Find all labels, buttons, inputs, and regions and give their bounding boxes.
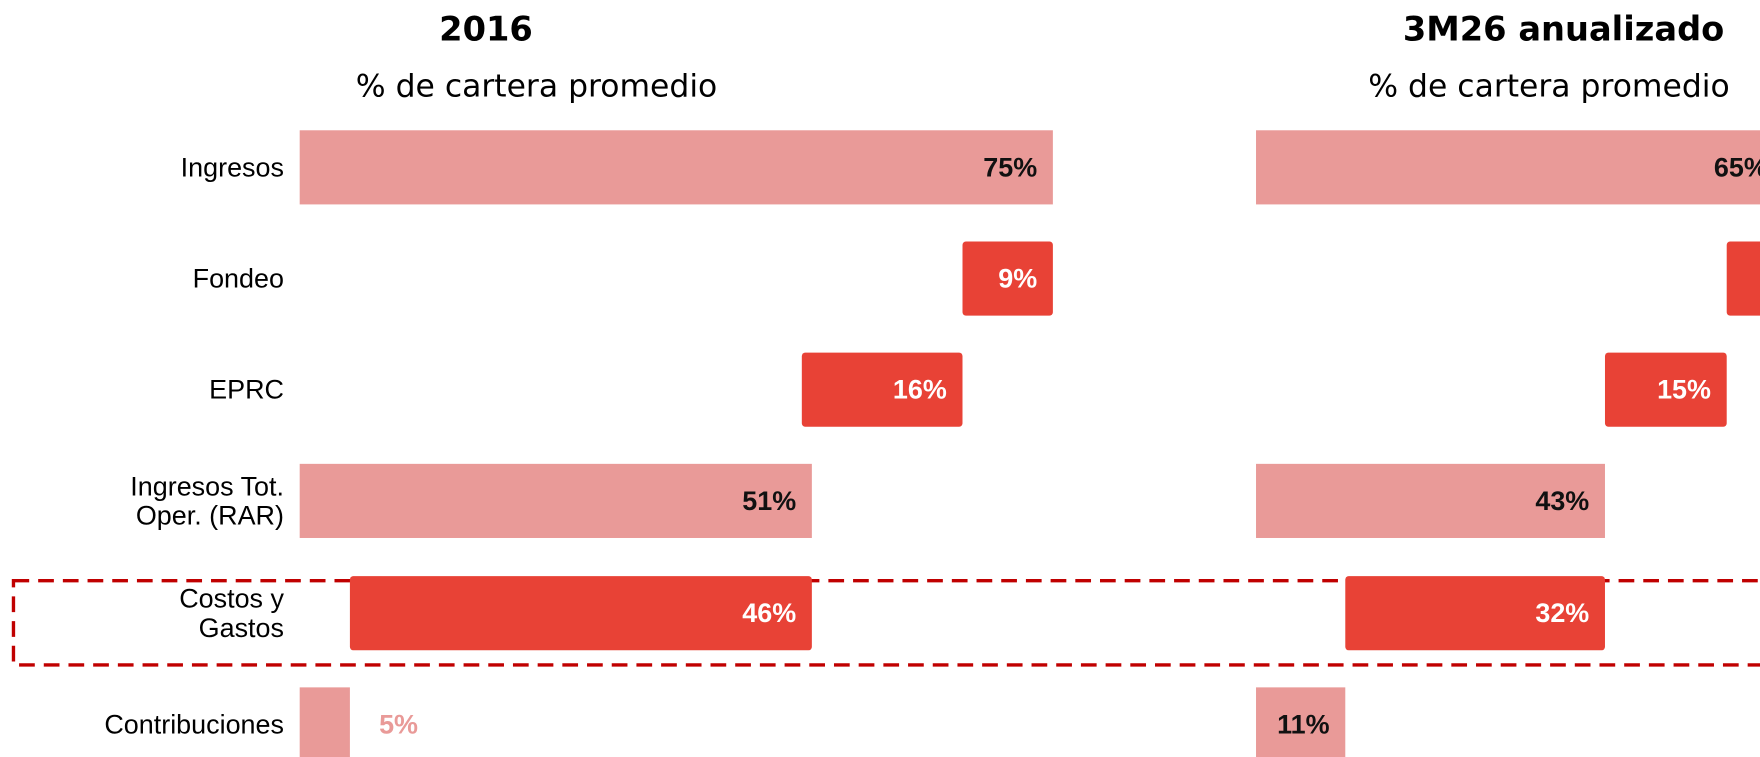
value-label: 9% (998, 264, 1037, 294)
value-label: 16% (893, 375, 947, 405)
value-label: 65% (1714, 152, 1760, 182)
bar (962, 241, 1053, 316)
highlight-box (11, 578, 1760, 667)
bar (299, 130, 1053, 205)
bar (1256, 687, 1346, 757)
value-label: 75% (983, 152, 1037, 182)
value-label: 51% (742, 486, 796, 516)
chart-subtitle: % de cartera promedio (356, 69, 718, 105)
bar (801, 352, 963, 427)
bar (1604, 352, 1727, 427)
chart-subtitle: % de cartera promedio (1368, 69, 1730, 105)
value-label: 15% (1657, 375, 1711, 405)
value-label: 46% (742, 598, 796, 628)
value-label: 32% (1535, 598, 1589, 628)
bar (1256, 463, 1605, 538)
category-label: Ingresos Tot. Oper. (RAR) (130, 471, 284, 530)
category-label: Costos y Gastos (179, 584, 284, 643)
category-label: Contribuciones (104, 709, 284, 739)
bar (299, 463, 812, 538)
bar (1726, 241, 1760, 316)
category-label: Ingresos (181, 152, 284, 182)
chart-title: 2016 (439, 9, 533, 48)
value-label: 43% (1535, 486, 1589, 516)
category-label: Fondeo (193, 264, 284, 294)
value-label: 5% (379, 709, 418, 739)
bar (1345, 576, 1605, 651)
bar (299, 687, 350, 757)
category-label: EPRC (209, 375, 284, 405)
bar (1256, 130, 1760, 205)
value-label: 11% (1277, 709, 1329, 739)
bar (349, 576, 812, 651)
chart-title: 3M26 anualizado (1403, 9, 1724, 48)
